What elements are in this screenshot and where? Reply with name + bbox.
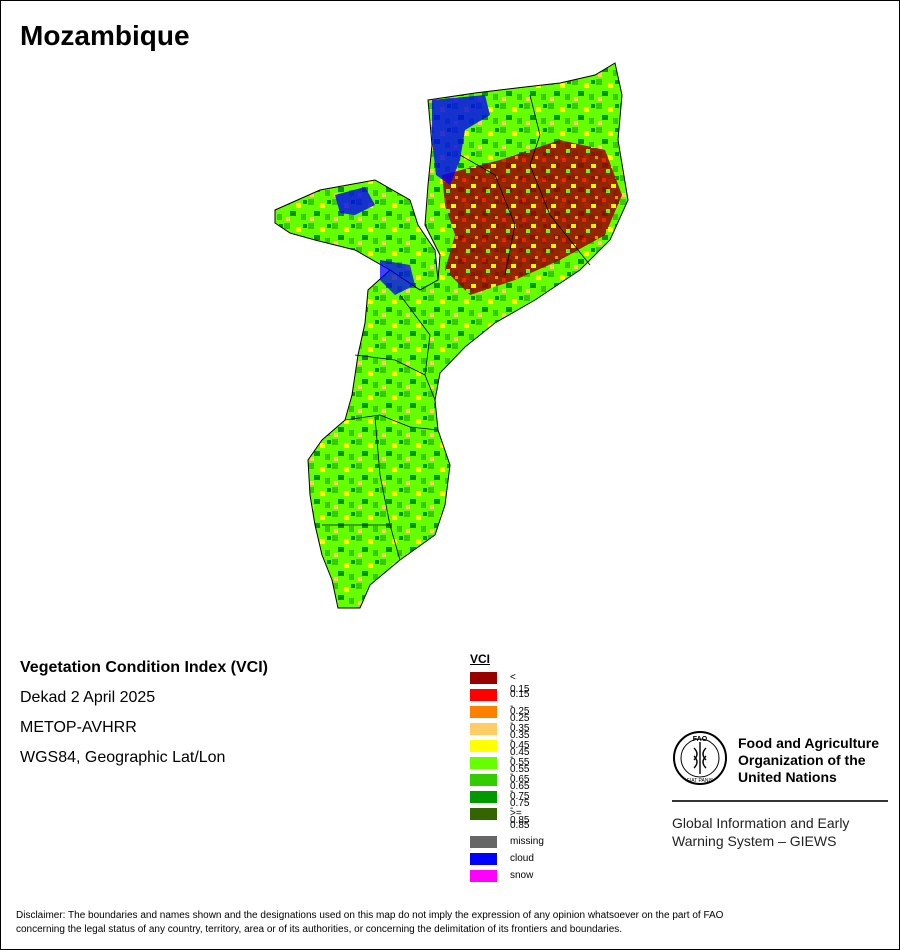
giews-line2: Warning System – GIEWS (672, 833, 837, 849)
legend-special: missing cloud snow (470, 834, 544, 885)
giews-name: Global Information and Early Warning Sys… (672, 814, 849, 850)
disclaimer: Disclaimer: The boundaries and names sho… (16, 909, 884, 937)
sensor-label: METOP-AVHRR (20, 719, 137, 736)
fao-name-line3: United Nations (738, 769, 837, 785)
legend-label: 0.75 - 0.85 (510, 791, 530, 826)
legend-swatch (470, 706, 497, 718)
legend-item: 0.65 - 0.75 (470, 772, 529, 809)
disclaimer-line2: concerning the legal status of any count… (16, 924, 623, 935)
vci-map (274, 62, 629, 609)
fao-logo-letters: FAO (693, 736, 708, 743)
fao-logo-icon: FAO FIAT PANIS (673, 731, 727, 785)
giews-line1: Global Information and Early (672, 815, 850, 831)
legend-swatch (470, 723, 497, 735)
legend-swatch (470, 870, 497, 882)
legend-item: 0.15 - 0.25 (470, 687, 529, 724)
legend-item: cloud (470, 851, 534, 868)
legend-label: cloud (510, 853, 534, 864)
low-vci-area (442, 140, 622, 295)
projection-label: WGS84, Geographic Lat/Lon (20, 749, 226, 766)
legend-classes: < 0.15 0.15 - 0.25 0.25 - 0.35 0.35 - 0.45 0… (470, 670, 529, 831)
legend-label: < 0.15 (510, 672, 530, 695)
legend-label: missing (510, 836, 544, 847)
legend-swatch (470, 853, 497, 865)
legend-swatch (470, 740, 497, 752)
legend-item: 0.35 - 0.45 (470, 721, 529, 758)
legend-label: snow (510, 870, 534, 881)
legend-label: 0.25 - 0.35 (510, 706, 530, 741)
legend-swatch (470, 836, 497, 848)
legend-swatch (470, 808, 497, 820)
legend-item: snow (470, 868, 533, 885)
legend: VCI < 0.15 0.15 - 0.25 0.25 - 0.35 0.35 - 0… (470, 652, 544, 885)
fao-branding: FAO FIAT PANIS Food and Agriculture Orga… (672, 730, 888, 855)
fao-name: Food and Agriculture Organization of the… (738, 735, 879, 786)
fao-name-line2: Organization of the (738, 752, 866, 768)
map-info: Vegetation Condition Index (VCI) Dekad 2… (20, 658, 268, 778)
disclaimer-line1: Disclaimer: The boundaries and names sho… (16, 910, 724, 921)
cloud-area-north (432, 95, 490, 185)
fao-logo-motto: FIAT PANIS (687, 778, 714, 784)
fao-name-line1: Food and Agriculture (738, 735, 880, 751)
legend-swatch (470, 689, 497, 701)
legend-swatch (470, 757, 497, 769)
map-title: Mozambique (20, 20, 190, 51)
fao-divider (672, 800, 888, 802)
legend-swatch (470, 791, 497, 803)
legend-item: >= 0.85 (470, 806, 529, 831)
index-name: Vegetation Condition Index (VCI) (20, 659, 268, 676)
legend-title: VCI (470, 652, 491, 666)
legend-item: < 0.15 (470, 670, 529, 695)
legend-label: >= 0.85 (510, 808, 530, 831)
legend-item: 0.25 - 0.35 (470, 704, 529, 741)
legend-swatch (470, 774, 497, 786)
legend-label: 0.15 - 0.25 (510, 689, 530, 724)
legend-item: 0.45 - 0.55 (470, 738, 529, 775)
province-borders (322, 94, 591, 561)
cloud-area-central (380, 260, 415, 295)
legend-item: 0.55 - 0.65 (470, 755, 529, 792)
legend-item: missing (470, 834, 544, 851)
period-label: Dekad 2 April 2025 (20, 689, 156, 706)
legend-label: 0.55 - 0.65 (510, 757, 530, 792)
cloud-area-west (335, 187, 375, 215)
legend-item: 0.75 - 0.85 (470, 789, 529, 826)
legend-label: 0.65 - 0.75 (510, 774, 530, 809)
legend-label: 0.35 - 0.45 (510, 723, 530, 758)
legend-label: 0.45 - 0.55 (510, 740, 530, 775)
legend-swatch (470, 672, 497, 684)
